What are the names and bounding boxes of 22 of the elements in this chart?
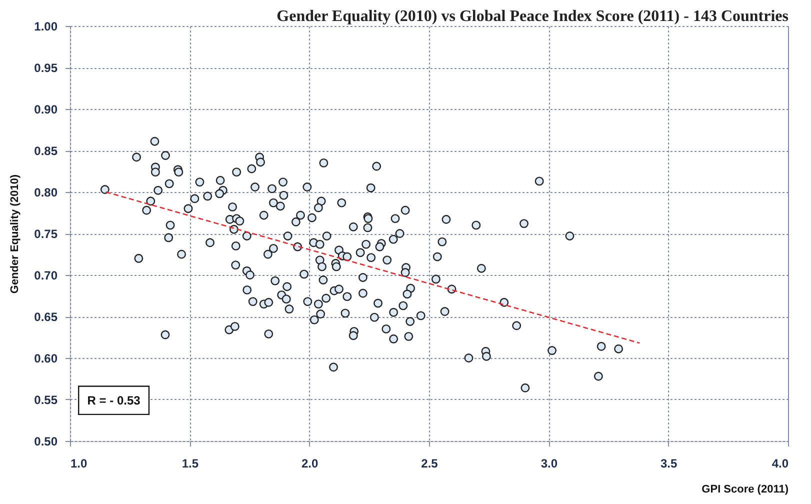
- x-tick-label: 3.0: [540, 456, 558, 470]
- x-tick-label: 2.0: [301, 456, 318, 470]
- x-tick-label: 1.0: [70, 456, 88, 470]
- x-tick-label: 2.5: [421, 456, 438, 470]
- y-tick-label: 0.60: [34, 352, 58, 366]
- y-tick-label: 0.65: [34, 310, 58, 324]
- y-tick-label: 0.95: [34, 61, 58, 75]
- y-tick-label: 0.75: [34, 227, 58, 241]
- y-axis-title: Gender Equality (2010): [9, 174, 22, 294]
- y-tick-label: 0.55: [34, 393, 58, 407]
- x-tick-label: 4.0: [772, 456, 789, 470]
- annotation: R = - 0.53: [87, 393, 141, 408]
- y-tick-label: 0.50: [34, 434, 58, 448]
- chart-title: Gender Equality (2010) vs Global Peace Index Score (2011) - 143 Countries: [276, 8, 788, 25]
- y-tick-label: 0.80: [34, 186, 58, 200]
- x-tick-label: 3.5: [660, 456, 678, 470]
- y-tick-label: 0.85: [34, 144, 58, 158]
- x-axis-title: GPI Score (2011): [702, 484, 789, 496]
- y-tick-label: 0.70: [34, 268, 58, 282]
- y-tick-label: 0.90: [34, 102, 58, 116]
- x-tick-label: 1.5: [182, 456, 199, 470]
- y-tick-label: 1.00: [34, 20, 58, 34]
